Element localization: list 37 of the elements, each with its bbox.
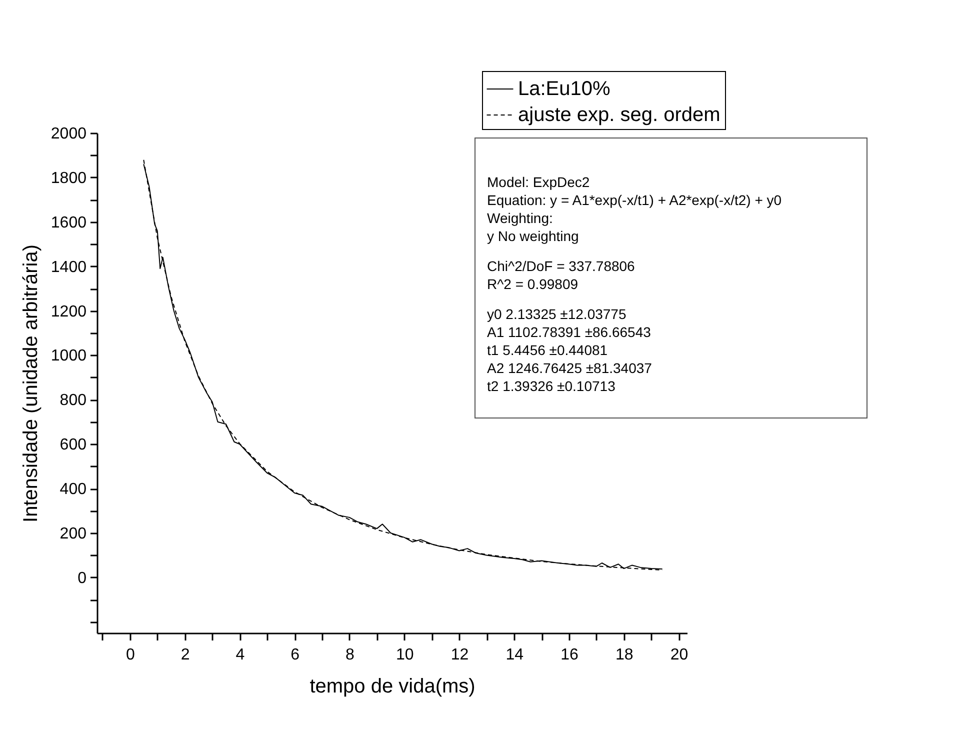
y-tick-label: 600 [60,436,87,454]
x-tick-label: 18 [615,646,634,664]
annotation: Model: ExpDec2 [487,174,590,190]
y-tick-label: 2000 [50,126,87,142]
y-tick-label: 0 [78,570,87,587]
annotation: R^2 = 0.99809 [487,276,578,292]
x-tick-label: 16 [560,646,578,664]
y-axis-title: Intensidade (unidade arbitrária) [20,244,42,522]
y-tick-label: 400 [60,481,87,498]
x-tick-label: 2 [180,646,190,664]
annotation: y No weighting [487,228,579,244]
annotation: Chi^2/DoF = 337.78806 [487,258,636,274]
x-tick-label: 4 [236,646,245,664]
annotation: Equation: y = A1*exp(-x/t1) + A2*exp(-x/t2) + y0 [487,192,782,208]
x-tick-label: 10 [396,646,414,664]
y-tick-label: 200 [60,526,87,542]
annotation: y0 2.13325 ±12.03775 [487,306,626,322]
y-tick-label: 1000 [50,348,87,365]
legend-label: ajuste exp. seg. ordem [518,104,720,126]
y-tick-label: 800 [60,392,87,410]
annotation: t1 5.4456 ±0.44081 [487,342,608,358]
y-tick-label: 1800 [50,170,87,187]
x-tick-label: 12 [450,646,469,664]
y-tick-label: 1400 [50,258,87,276]
y-tick-label: 1200 [50,303,87,320]
x-tick-label: 8 [346,646,355,664]
annotation: Weighting: [487,210,553,226]
y-tick-label: 1600 [50,214,87,232]
annotation: A1 1102.78391 ±86.66543 [487,324,652,340]
x-axis-title: tempo de vida(ms) [310,676,476,698]
x-tick-label: 14 [506,646,524,664]
legend-label: La:Eu10% [518,78,611,100]
x-tick-label: 20 [670,646,688,664]
annotation: A2 1246.76425 ±81.34037 [487,360,652,376]
x-tick-label: 6 [290,646,300,664]
x-tick-label: 0 [126,646,135,664]
annotation: t2 1.39326 ±0.10713 [487,378,616,394]
